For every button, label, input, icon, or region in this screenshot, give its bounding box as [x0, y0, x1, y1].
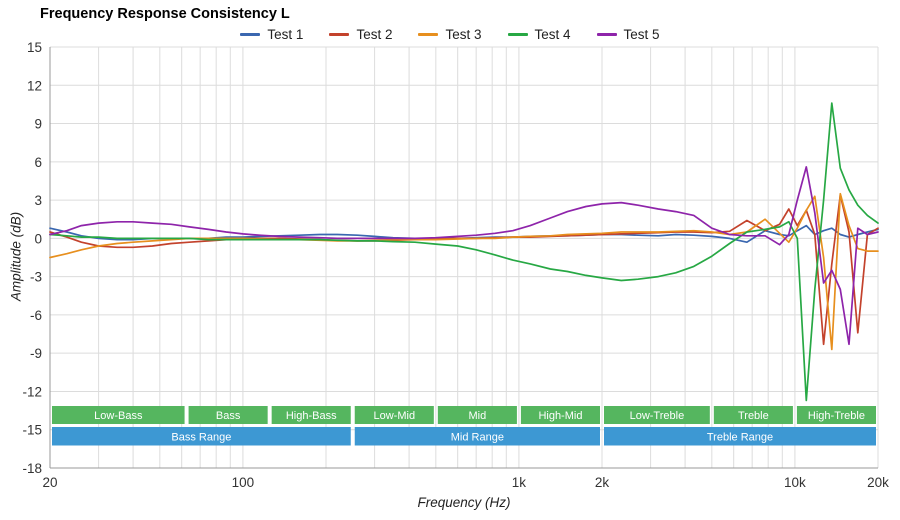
band-treble-range: [604, 427, 876, 446]
legend-label-test-2: Test 2: [356, 26, 393, 42]
y-tick-label: -3: [30, 270, 42, 285]
legend-item-test-4[interactable]: Test 4: [507, 26, 571, 42]
band-treble: [713, 406, 793, 424]
y-tick-label: 9: [34, 117, 42, 132]
legend-swatch-test-1: [240, 32, 261, 36]
legend-item-test-5[interactable]: Test 5: [596, 26, 660, 42]
series-line-test-3: [49, 192, 879, 351]
y-tick-label: 3: [34, 193, 42, 208]
band-label-bass-range: Bass Range: [171, 432, 231, 444]
band-high-treble: [796, 406, 876, 424]
band-label-low-mid: Low-Mid: [374, 410, 416, 422]
chart-title: Frequency Response Consistency L: [40, 6, 290, 22]
y-tick-label: 12: [27, 78, 42, 93]
legend-swatch-test-5: [596, 32, 617, 36]
y-axis-title: Amplitude (dB): [8, 211, 24, 302]
band-label-treble-range: Treble Range: [707, 432, 773, 444]
y-tick-label: 6: [34, 155, 42, 170]
x-tick-label: 20k: [867, 475, 889, 490]
band-label-high-bass: High-Bass: [286, 410, 337, 422]
band-low-treble: [604, 406, 710, 424]
band-high-bass: [271, 406, 351, 424]
band-low-mid: [354, 406, 434, 424]
band-label-high-treble: High-Treble: [808, 410, 865, 422]
x-tick-label: 20: [42, 475, 57, 490]
x-tick-label: 2k: [595, 475, 610, 490]
band-bass-range: [52, 427, 351, 446]
series-line-test-5: [49, 166, 879, 346]
band-low-bass: [52, 406, 185, 424]
x-tick-label: 100: [232, 475, 255, 490]
legend-item-test-1[interactable]: Test 1: [240, 27, 303, 42]
band-mid-range: [354, 427, 600, 446]
series-line-test-2: [49, 194, 879, 346]
band-label-high-mid: High-Mid: [538, 410, 582, 422]
x-axis-title: Frequency (Hz): [417, 495, 511, 510]
legend-item-test-3[interactable]: Test 3: [418, 26, 482, 42]
y-tick-label: 15: [27, 40, 42, 55]
band-mid: [437, 406, 517, 424]
x-tick-label: 1k: [512, 475, 527, 490]
y-tick-label: -18: [22, 461, 42, 476]
band-label-treble: Treble: [738, 410, 769, 422]
legend-item-test-2[interactable]: Test 2: [329, 27, 392, 42]
y-tick-label: 0: [34, 231, 42, 246]
band-bass: [188, 406, 268, 424]
band-label-bass: Bass: [216, 410, 241, 422]
legend-label-test-5: Test 5: [623, 26, 660, 42]
y-tick-label: -6: [30, 308, 42, 323]
legend-swatch-test-2: [329, 32, 350, 36]
band-label-mid: Mid: [469, 410, 487, 422]
series-line-test-4: [49, 102, 879, 402]
y-tick-label: -15: [22, 423, 42, 438]
legend-swatch-test-4: [507, 32, 528, 36]
x-tick-label: 10k: [784, 475, 806, 490]
band-high-mid: [520, 406, 600, 424]
legend-label-test-4: Test 4: [534, 26, 571, 42]
y-tick-label: -12: [22, 384, 42, 399]
legend: Test 1 Test 2 Test 3 Test 4 Test 5: [0, 25, 900, 43]
y-tick-label: -9: [30, 346, 42, 361]
band-label-low-treble: Low-Treble: [630, 410, 685, 422]
band-label-low-bass: Low-Bass: [94, 410, 143, 422]
legend-label-test-1: Test 1: [267, 26, 304, 42]
legend-swatch-test-3: [418, 32, 439, 36]
band-label-mid-range: Mid Range: [451, 432, 504, 444]
legend-label-test-3: Test 3: [445, 26, 482, 42]
